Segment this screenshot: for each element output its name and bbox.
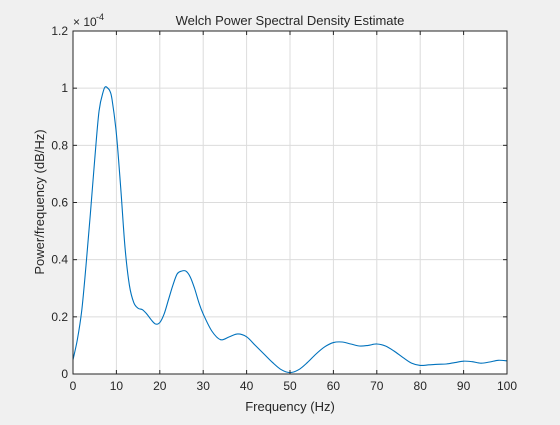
x-tick-label: 80 — [414, 379, 428, 393]
data-layer — [72, 86, 508, 374]
ticks — [72, 30, 508, 375]
x-tick-label: 60 — [327, 379, 341, 393]
y-tick-label: 0.6 — [51, 196, 68, 210]
y-tick-label: 1 — [61, 81, 68, 95]
y-tick-label: 0.2 — [51, 310, 68, 324]
x-tick-label: 0 — [70, 379, 77, 393]
grid — [73, 31, 507, 374]
x-tick-label: 40 — [240, 379, 254, 393]
x-tick-label: 70 — [370, 379, 384, 393]
chart-title: Welch Power Spectral Density Estimate — [176, 13, 405, 28]
y-tick-label: 1.2 — [51, 24, 68, 38]
x-tick-label: 50 — [283, 379, 297, 393]
x-tick-label: 100 — [497, 379, 517, 393]
x-tick-label: 10 — [110, 379, 124, 393]
y-tick-label: 0 — [61, 367, 68, 381]
tick-labels: 0 10 20 30 40 50 60 70 80 90 100 0 0.2 0.4 0.6 0.8 1 1.2 — [51, 24, 517, 393]
x-tick-label: 90 — [457, 379, 471, 393]
y-exponent-power: -4 — [96, 12, 104, 22]
x-axis-label: Frequency (Hz) — [245, 399, 335, 414]
y-exponent-base: × 10 — [73, 15, 97, 29]
y-axis-label: Power/frequency (dB/Hz) — [32, 129, 47, 274]
y-tick-label: 0.4 — [51, 253, 68, 267]
psd-series-line — [72, 86, 508, 374]
x-tick-label: 30 — [197, 379, 211, 393]
y-tick-label: 0.8 — [51, 138, 68, 152]
x-tick-label: 20 — [153, 379, 167, 393]
